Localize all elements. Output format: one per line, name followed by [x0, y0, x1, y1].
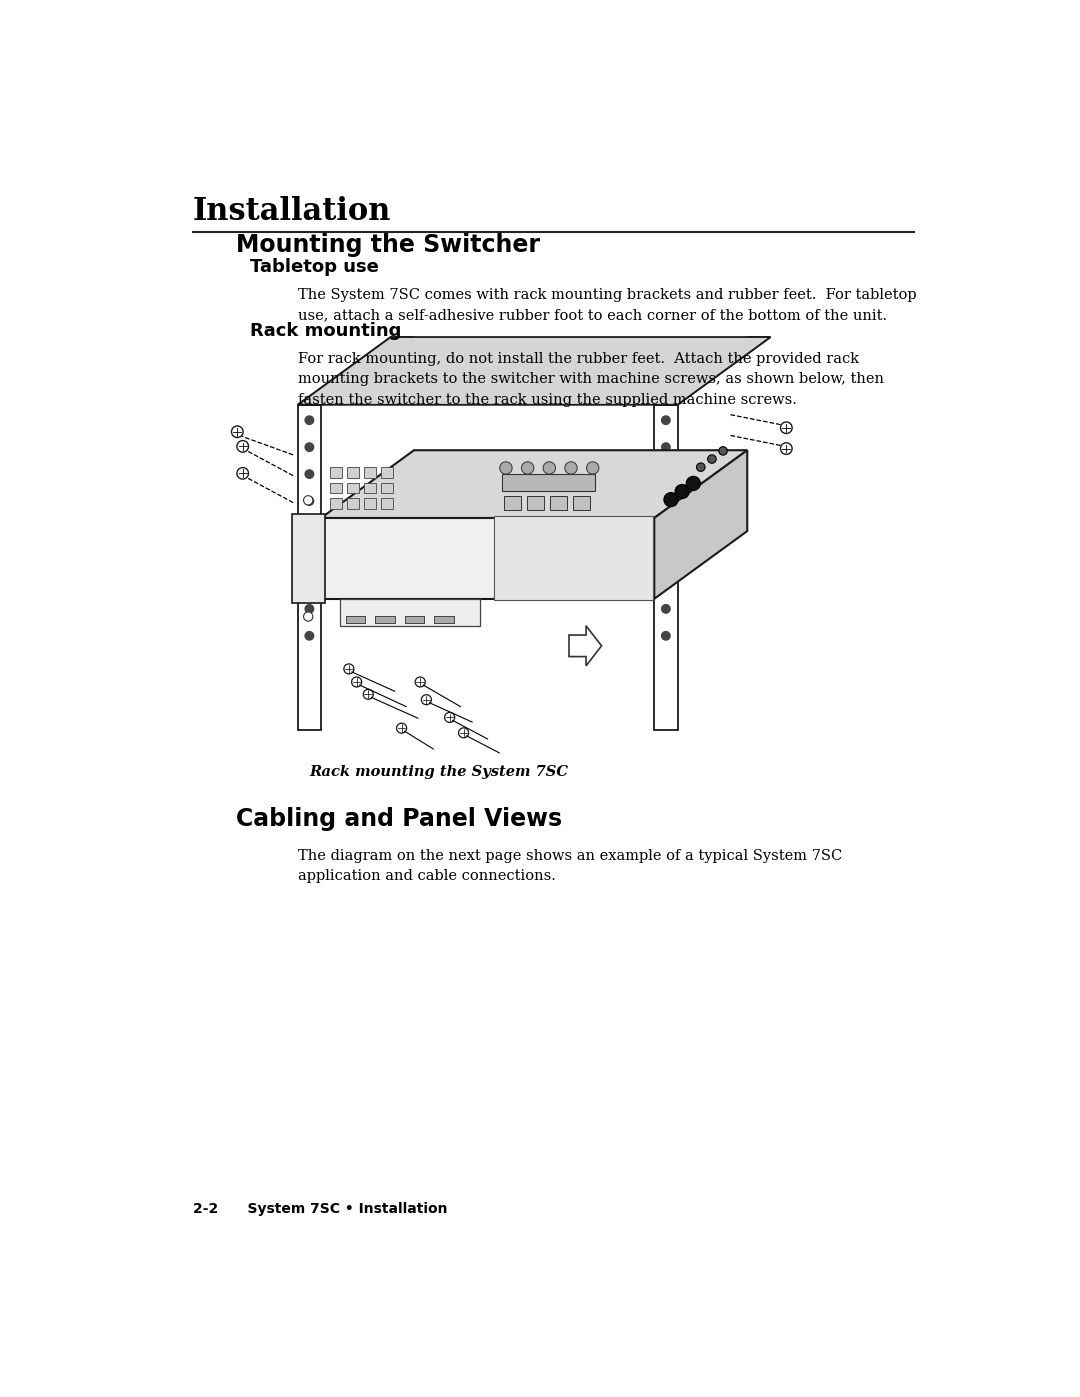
Circle shape [662, 631, 670, 640]
Text: Installation: Installation [193, 196, 392, 226]
Polygon shape [569, 626, 602, 666]
Polygon shape [654, 450, 747, 599]
Text: Rack mounting: Rack mounting [249, 321, 401, 339]
Text: Cabling and Panel Views: Cabling and Panel Views [235, 807, 562, 831]
Bar [330, 482, 342, 493]
Circle shape [421, 694, 431, 704]
Bar [346, 616, 365, 623]
Text: Rack mounting the System 7SC: Rack mounting the System 7SC [309, 766, 568, 780]
Bar [381, 467, 393, 478]
Circle shape [662, 469, 670, 478]
Bar [434, 616, 454, 623]
Text: 2-2      System 7SC • Installation: 2-2 System 7SC • Installation [193, 1203, 447, 1217]
Circle shape [306, 469, 313, 478]
Circle shape [306, 550, 313, 559]
Circle shape [445, 712, 455, 722]
Circle shape [675, 485, 689, 499]
Bar [434, 616, 454, 623]
Text: The System 7SC comes with rack mounting brackets and rubber feet.  For tabletop
: The System 7SC comes with rack mounting … [298, 288, 916, 321]
Bar [375, 616, 394, 623]
Polygon shape [654, 405, 677, 729]
Circle shape [586, 462, 599, 474]
Bar [405, 616, 424, 623]
Circle shape [396, 724, 407, 733]
Text: For rack mounting, do not install the rubber feet.  Attach the provided rack
mou: For rack mounting, do not install the ru… [298, 352, 883, 407]
Circle shape [231, 426, 243, 437]
Bar [348, 497, 359, 509]
Circle shape [697, 462, 705, 471]
Bar [527, 496, 544, 510]
Polygon shape [298, 337, 414, 405]
Circle shape [306, 605, 313, 613]
Polygon shape [340, 599, 480, 626]
Circle shape [662, 443, 670, 451]
Text: Mounting the Switcher: Mounting the Switcher [235, 233, 540, 257]
Circle shape [686, 476, 700, 490]
Polygon shape [292, 514, 325, 602]
Bar [405, 616, 424, 623]
Circle shape [719, 447, 727, 455]
Bar [364, 497, 376, 509]
Polygon shape [654, 337, 770, 405]
Polygon shape [298, 405, 321, 729]
Bar [434, 616, 454, 623]
Bar [330, 497, 342, 509]
Polygon shape [321, 518, 654, 599]
Circle shape [237, 468, 248, 479]
Bar [348, 467, 359, 478]
Circle shape [781, 422, 792, 433]
Circle shape [303, 612, 313, 622]
Circle shape [543, 462, 555, 474]
Text: The diagram on the next page shows an example of a typical System 7SC
applicatio: The diagram on the next page shows an ex… [298, 849, 842, 883]
Circle shape [303, 496, 313, 504]
Circle shape [306, 524, 313, 532]
Circle shape [306, 416, 313, 425]
Circle shape [363, 689, 374, 700]
Circle shape [662, 605, 670, 613]
Bar [346, 616, 365, 623]
Bar [550, 496, 567, 510]
Text: Tabletop use: Tabletop use [249, 257, 379, 275]
Bar [364, 467, 376, 478]
Bar [381, 497, 393, 509]
Bar [375, 616, 394, 623]
Polygon shape [298, 337, 770, 405]
Circle shape [343, 664, 354, 673]
Circle shape [306, 631, 313, 640]
Circle shape [565, 462, 577, 474]
Circle shape [415, 678, 426, 687]
Circle shape [500, 462, 512, 474]
Circle shape [664, 493, 678, 507]
Circle shape [306, 497, 313, 506]
Bar [364, 482, 376, 493]
Bar [381, 482, 393, 493]
Circle shape [662, 524, 670, 532]
Circle shape [662, 416, 670, 425]
Circle shape [459, 728, 469, 738]
Circle shape [662, 497, 670, 506]
Circle shape [352, 678, 362, 687]
Circle shape [781, 443, 792, 454]
Circle shape [237, 440, 248, 453]
Circle shape [707, 455, 716, 464]
Bar [348, 482, 359, 493]
Bar [573, 496, 591, 510]
Bar [330, 467, 342, 478]
Circle shape [662, 578, 670, 587]
Circle shape [522, 462, 534, 474]
Circle shape [306, 578, 313, 587]
Circle shape [662, 550, 670, 559]
Polygon shape [321, 450, 747, 518]
Bar [405, 616, 424, 623]
Polygon shape [495, 517, 652, 601]
Bar [375, 616, 394, 623]
Bar [346, 616, 365, 623]
Bar [502, 474, 595, 490]
Bar [503, 496, 521, 510]
Circle shape [306, 443, 313, 451]
